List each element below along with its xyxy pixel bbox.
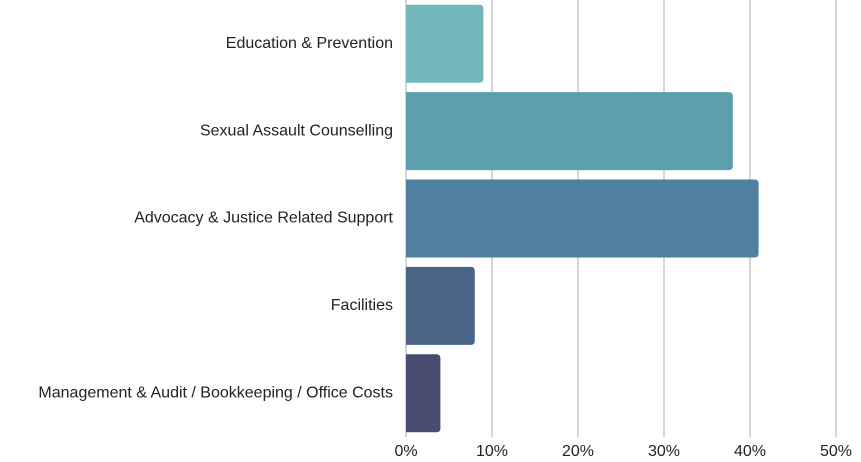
bar: [406, 4, 484, 83]
y-tick-label: Facilities: [331, 297, 393, 314]
x-tick-label: 30%: [648, 443, 680, 460]
bar: [406, 179, 759, 258]
x-tick-label: 40%: [734, 443, 766, 460]
bar: [406, 354, 441, 433]
bar: [406, 266, 475, 345]
x-tick-label: 0%: [394, 443, 417, 460]
bar: [406, 92, 733, 171]
y-tick-label: Education & Prevention: [226, 35, 393, 52]
y-tick-label: Management & Audit / Bookkeeping / Offic…: [38, 385, 393, 402]
x-tick-label: 20%: [562, 443, 594, 460]
x-tick-label: 10%: [476, 443, 508, 460]
x-tick-label: 50%: [820, 443, 852, 460]
y-tick-label: Advocacy & Justice Related Support: [134, 210, 393, 227]
y-tick-label: Sexual Assault Counselling: [200, 122, 393, 139]
